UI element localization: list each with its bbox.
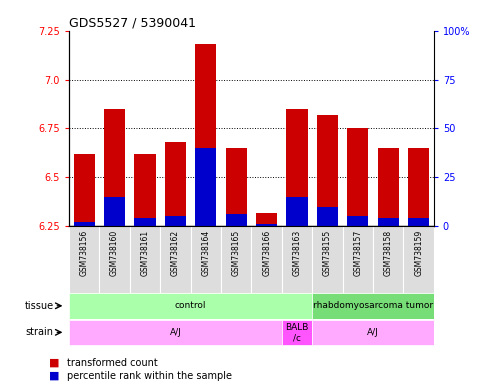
Text: GSM738164: GSM738164 — [201, 230, 211, 276]
Bar — [165, 217, 186, 226]
Bar — [69, 319, 282, 345]
Text: GSM738161: GSM738161 — [141, 230, 149, 276]
Bar — [165, 142, 186, 226]
Text: A/J: A/J — [367, 328, 379, 337]
Bar — [221, 226, 251, 293]
Bar — [135, 154, 156, 226]
Bar — [403, 226, 434, 293]
Bar — [256, 224, 277, 226]
Text: GSM738166: GSM738166 — [262, 230, 271, 276]
Text: GSM738159: GSM738159 — [414, 230, 423, 276]
Bar — [408, 148, 429, 226]
Text: GSM738160: GSM738160 — [110, 230, 119, 276]
Bar — [286, 197, 308, 226]
Bar — [195, 148, 216, 226]
Text: GSM738155: GSM738155 — [323, 230, 332, 276]
Bar — [408, 218, 429, 226]
Text: tissue: tissue — [25, 301, 54, 311]
Bar — [226, 215, 247, 226]
Text: GSM738158: GSM738158 — [384, 230, 393, 276]
Text: BALB
/c: BALB /c — [285, 323, 309, 342]
Bar — [160, 226, 191, 293]
Text: GSM738162: GSM738162 — [171, 230, 180, 276]
Bar — [73, 154, 95, 226]
Text: transformed count: transformed count — [67, 358, 157, 368]
Bar — [195, 45, 216, 226]
Bar — [378, 218, 399, 226]
Bar — [135, 218, 156, 226]
Bar — [104, 197, 125, 226]
Text: GDS5527 / 5390041: GDS5527 / 5390041 — [69, 17, 196, 30]
Text: strain: strain — [25, 327, 53, 337]
Bar — [282, 226, 312, 293]
Text: ■: ■ — [49, 371, 60, 381]
Bar — [347, 129, 368, 226]
Bar — [312, 293, 434, 319]
Bar — [347, 217, 368, 226]
Bar — [104, 109, 125, 226]
Bar — [282, 319, 312, 345]
Bar — [69, 293, 312, 319]
Bar — [251, 226, 282, 293]
Bar — [312, 226, 343, 293]
Bar — [286, 109, 308, 226]
Bar — [100, 226, 130, 293]
Bar — [69, 226, 100, 293]
Bar — [373, 226, 403, 293]
Bar — [378, 148, 399, 226]
Bar — [343, 226, 373, 293]
Text: percentile rank within the sample: percentile rank within the sample — [67, 371, 232, 381]
Bar — [226, 148, 247, 226]
Bar — [317, 207, 338, 226]
Bar — [73, 222, 95, 226]
Text: GSM738156: GSM738156 — [80, 230, 89, 276]
Text: ■: ■ — [49, 358, 60, 368]
Bar — [312, 319, 434, 345]
Text: A/J: A/J — [170, 328, 181, 337]
Bar — [130, 226, 160, 293]
Text: control: control — [175, 301, 207, 310]
Bar — [191, 226, 221, 293]
Bar — [256, 212, 277, 226]
Text: GSM738157: GSM738157 — [353, 230, 362, 276]
Text: GSM738163: GSM738163 — [292, 230, 302, 276]
Bar — [317, 115, 338, 226]
Text: rhabdomyosarcoma tumor: rhabdomyosarcoma tumor — [313, 301, 433, 310]
Text: GSM738165: GSM738165 — [232, 230, 241, 276]
